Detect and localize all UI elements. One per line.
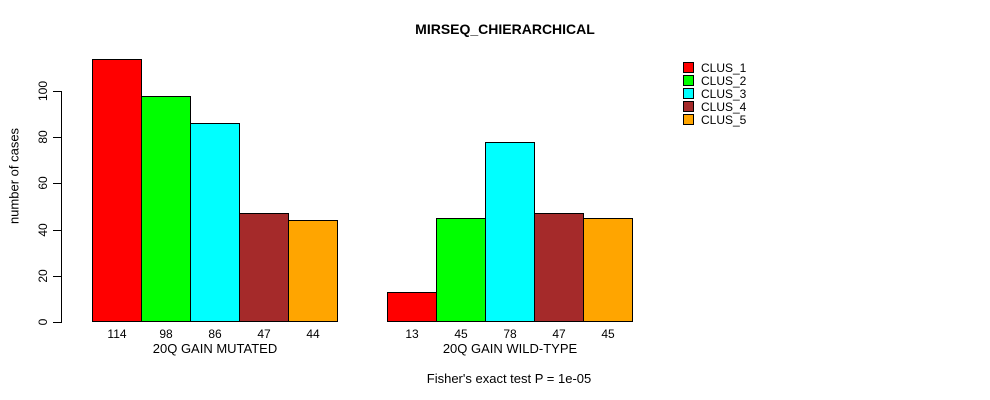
bar-clus_1 [387, 292, 437, 322]
y-tick-label: 0 [36, 318, 50, 326]
y-tick-mark [53, 322, 61, 323]
legend-label: CLUS_4 [701, 99, 747, 114]
legend-label: CLUS_1 [701, 60, 747, 75]
bar-value-label: 45 [454, 327, 468, 341]
x-group-label: 20Q GAIN WILD-TYPE [442, 341, 578, 356]
bar-value-label: 13 [405, 327, 419, 341]
y-tick-label: 60 [36, 176, 50, 190]
legend-label: CLUS_3 [701, 86, 747, 101]
y-axis-label: number of cases [6, 127, 22, 225]
bar-value-label: 114 [107, 327, 127, 341]
y-tick-mark [53, 230, 61, 231]
legend-swatch [683, 75, 694, 86]
bar-clus_5 [583, 218, 633, 322]
bar-value-label: 47 [257, 327, 271, 341]
chart-title: MIRSEQ_CHIERARCHICAL [415, 21, 595, 37]
legend-label: CLUS_2 [701, 73, 747, 88]
legend-label: CLUS_5 [701, 112, 747, 127]
y-tick-mark [53, 137, 61, 138]
bar-value-label: 98 [159, 327, 173, 341]
bar-value-label: 45 [601, 327, 615, 341]
y-tick-label: 20 [36, 269, 50, 283]
legend-swatch [683, 88, 694, 99]
legend-swatch [683, 114, 694, 125]
y-axis-line [61, 91, 62, 323]
x-group-label: 20Q GAIN MUTATED [152, 341, 278, 356]
y-tick-mark [53, 183, 61, 184]
y-tick-label: 100 [36, 80, 50, 102]
bar-value-label: 44 [306, 327, 320, 341]
bar-value-label: 78 [503, 327, 517, 341]
bar-clus_3 [190, 123, 240, 322]
bar-clus_1 [92, 59, 142, 322]
bar-value-label: 47 [552, 327, 566, 341]
bar-clus_4 [239, 213, 289, 322]
legend-swatch [683, 62, 694, 73]
y-tick-label: 80 [36, 130, 50, 144]
bar-clus_2 [141, 96, 191, 322]
bar-clus_3 [485, 142, 535, 322]
bar-clus_5 [288, 220, 338, 322]
y-tick-mark [53, 91, 61, 92]
bar-value-label: 86 [208, 327, 222, 341]
bar-clus_2 [436, 218, 486, 322]
y-tick-mark [53, 276, 61, 277]
y-tick-label: 40 [36, 223, 50, 237]
bar-clus_4 [534, 213, 584, 322]
legend-swatch [683, 101, 694, 112]
footer-caption: Fisher's exact test P = 1e-05 [426, 371, 592, 386]
